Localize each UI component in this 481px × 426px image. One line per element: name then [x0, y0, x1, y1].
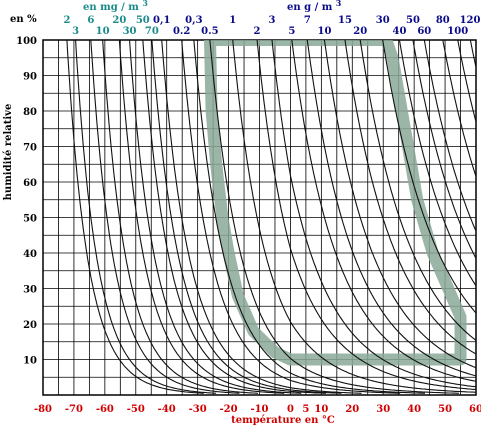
g-tick-label: 80 — [436, 15, 450, 26]
x-tick-label: -40 — [158, 404, 176, 415]
x-tick-label: -10 — [250, 404, 268, 415]
y-tick-label: 50 — [23, 214, 37, 225]
g-tick-label: 40 — [393, 26, 407, 37]
mg-tick-label: 30 — [123, 26, 137, 37]
g-tick-label: 0.5 — [201, 26, 218, 37]
g-tick-label: 5 — [288, 26, 295, 37]
g-tick-label: 0,1 — [153, 15, 170, 26]
g-tick-label: 0,3 — [185, 15, 202, 26]
g-tick-label: 60 — [417, 26, 431, 37]
mg-tick-label: 2 — [63, 15, 70, 26]
humidity-curve — [209, 40, 460, 394]
humidity-curve — [457, 40, 476, 125]
x-axis-title: température en °C — [231, 415, 335, 426]
mg-tick-label: 10 — [96, 26, 110, 37]
g-tick-label: 30 — [376, 15, 390, 26]
plot-area — [42, 39, 477, 396]
x-tick-label: 0 — [287, 404, 294, 415]
g-tick-label: 3 — [269, 15, 276, 26]
comfort-zone-outline — [204, 40, 467, 366]
y-tick-label: 20 — [23, 320, 37, 331]
humidity-curve — [66, 40, 204, 394]
y-tick-label: 100 — [16, 36, 37, 47]
y-tick-label: 40 — [23, 249, 37, 260]
humidity-curve — [442, 40, 476, 179]
humidity-curve — [344, 40, 476, 355]
humidity-curve — [291, 40, 476, 382]
y-tick-label: 10 — [23, 356, 37, 367]
y-tick-label: 30 — [23, 285, 37, 296]
comfort-zone — [204, 40, 467, 366]
humidity-curve — [306, 40, 476, 377]
humidity-curve — [423, 40, 476, 233]
y-tick-label: 90 — [23, 72, 37, 83]
humidity-curve — [102, 40, 259, 394]
g-tick-label: 100 — [447, 26, 468, 37]
mg-tick-label: 6 — [87, 15, 94, 26]
y-tick-label: 70 — [23, 143, 37, 154]
y-axis-title: humidité relative — [3, 104, 14, 201]
mg-tick-label: 50 — [136, 15, 150, 26]
humidity-curve — [193, 40, 425, 394]
x-tick-label: 20 — [345, 404, 359, 415]
y-tick-label: 80 — [23, 107, 37, 118]
g-tick-label: 50 — [406, 15, 420, 26]
humidity-curve — [256, 40, 476, 391]
g-tick-label: 7 — [304, 15, 311, 26]
y-axis-ticks: 10 20 30 40 50 60 70 80 90 100 — [16, 36, 37, 367]
humidity-curve — [232, 40, 476, 393]
mg-tick-label: 70 — [145, 26, 159, 37]
humidity-curve — [75, 40, 217, 394]
g-tick-label: 15 — [338, 15, 352, 26]
humidity-curves — [66, 40, 476, 394]
x-tick-label: -30 — [189, 404, 207, 415]
g-tick-label: 0.2 — [173, 26, 190, 37]
x-tick-label: 30 — [376, 404, 390, 415]
x-tick-label: -60 — [96, 404, 114, 415]
mg-unit-label: en mg / m 3 — [83, 0, 148, 13]
humidity-curve — [90, 40, 240, 394]
humidity-curve — [412, 40, 476, 260]
humidity-curve — [161, 40, 362, 394]
x-tick-label: -20 — [220, 404, 238, 415]
x-tick-label: 60 — [469, 404, 481, 415]
g-tick-label: 120 — [460, 15, 481, 26]
humidity-curve — [382, 40, 476, 314]
g-tick-label: 2 — [254, 26, 261, 37]
mg-tick-label: 20 — [112, 15, 126, 26]
humidity-curve — [359, 40, 476, 342]
humidity-curve — [118, 40, 285, 394]
y-unit-label: en % — [10, 14, 37, 25]
g-unit-label: en g / m 3 — [287, 0, 342, 13]
humidity-curve — [323, 40, 476, 369]
x-tick-label: 5 — [302, 404, 309, 415]
g-tick-label: 20 — [353, 26, 367, 37]
y-tick-label: 60 — [23, 178, 37, 189]
humidity-curve — [181, 40, 401, 394]
humidity-curve — [142, 40, 327, 394]
x-tick-label: -80 — [34, 404, 52, 415]
x-axis-ticks: -80 -70 -60 -50 -40 -30 -20 -10 0 5 10 20 30 40 50 60 — [34, 404, 481, 415]
x-tick-label: 50 — [438, 404, 452, 415]
x-tick-label: -50 — [127, 404, 145, 415]
x-tick-label: 10 — [314, 404, 328, 415]
g-tick-label: 1 — [229, 15, 236, 26]
humidity-curve — [151, 40, 342, 394]
humidity-curve — [271, 40, 476, 388]
mg-tick-label: 3 — [72, 26, 79, 37]
x-tick-label: 40 — [407, 404, 421, 415]
humidity-curve — [398, 40, 476, 287]
humidity-curve — [128, 40, 302, 394]
x-tick-label: -70 — [65, 404, 83, 415]
g-tick-label: 10 — [318, 26, 332, 37]
